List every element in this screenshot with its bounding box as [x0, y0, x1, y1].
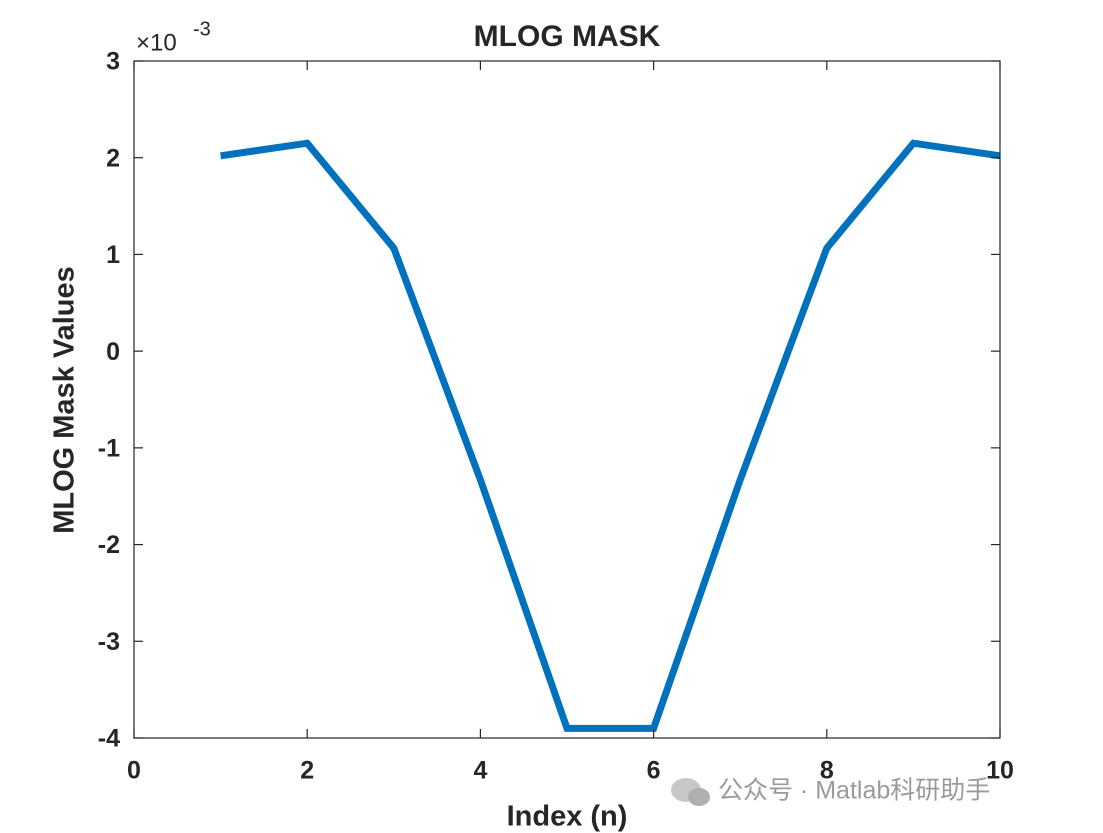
- y-exponent-base: ×10: [136, 29, 177, 56]
- x-tick-label: 10: [986, 757, 1014, 785]
- y-axis-label: MLOG Mask Values: [49, 266, 81, 534]
- watermark-icon: [671, 778, 710, 806]
- y-tick-label: 0: [106, 338, 120, 366]
- y-tick-label: 1: [106, 241, 120, 269]
- x-tick-label: 8: [820, 757, 834, 785]
- x-axis-label: Index (n): [507, 801, 628, 833]
- y-tick-label: -4: [98, 725, 120, 753]
- y-tick-label: -3: [98, 628, 120, 656]
- y-tick-label: 3: [106, 48, 120, 76]
- x-tick-label: 6: [647, 757, 661, 785]
- chart-title: MLOG MASK: [474, 20, 661, 53]
- y-exponent-power: -3: [193, 18, 211, 40]
- y-tick-label: -2: [98, 531, 120, 559]
- x-tick-label: 2: [300, 757, 314, 785]
- watermark: 公众号 · Matlab科研助手: [718, 777, 990, 805]
- y-tick-label: 2: [106, 144, 120, 172]
- x-tick-label: 0: [127, 757, 141, 785]
- data-line: [220, 139, 1001, 732]
- x-tick-label: 4: [473, 757, 487, 785]
- y-tick-label: -1: [98, 434, 120, 462]
- axes-box: [133, 60, 1001, 739]
